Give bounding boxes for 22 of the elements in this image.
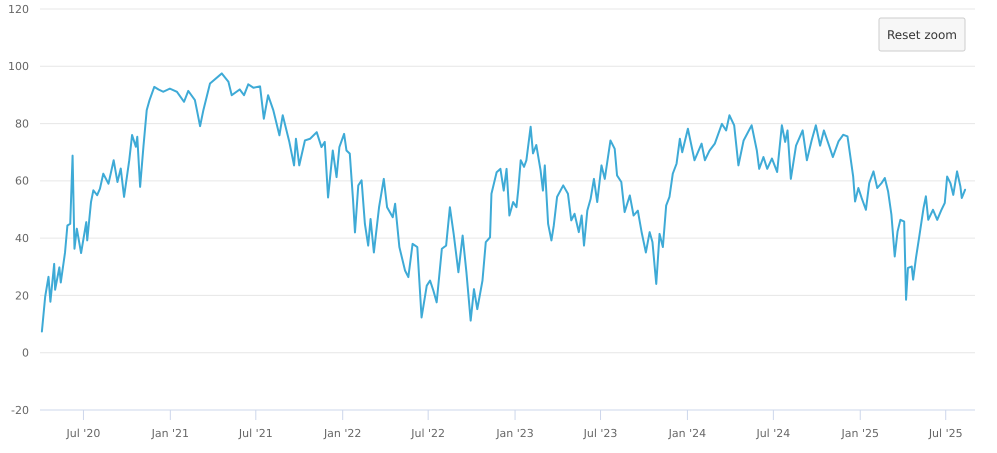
x-tick-label: Jan '23 <box>495 427 534 440</box>
y-tick-label: -20 <box>11 404 29 417</box>
x-tick-label: Jan '21 <box>150 427 190 440</box>
y-tick-label: 80 <box>15 117 29 130</box>
x-tick-label: Jul '21 <box>238 427 273 440</box>
x-tick-label: Jul '24 <box>755 427 790 440</box>
y-tick-label: 120 <box>8 2 29 16</box>
line-series <box>40 72 966 333</box>
x-tick-label: Jan '25 <box>840 427 879 440</box>
y-tick-label: 60 <box>15 174 29 188</box>
x-tick-label: Jul '20 <box>66 427 100 440</box>
x-tick-label: Jul '22 <box>410 427 446 440</box>
y-tick-label: 40 <box>15 232 29 245</box>
y-tick-label: 100 <box>8 60 29 74</box>
y-tick-label: 0 <box>22 346 29 360</box>
x-tick-label: Jul '23 <box>582 427 618 440</box>
y-tick-label: 20 <box>15 289 29 302</box>
x-tick-label: Jan '24 <box>668 427 706 440</box>
annotation: Reset zoom <box>886 28 958 42</box>
reset-zoom-button: Reset zoom <box>878 18 966 52</box>
x-tick-label: Jan '22 <box>322 427 362 440</box>
x-tick-label: Jul '25 <box>928 427 963 440</box>
